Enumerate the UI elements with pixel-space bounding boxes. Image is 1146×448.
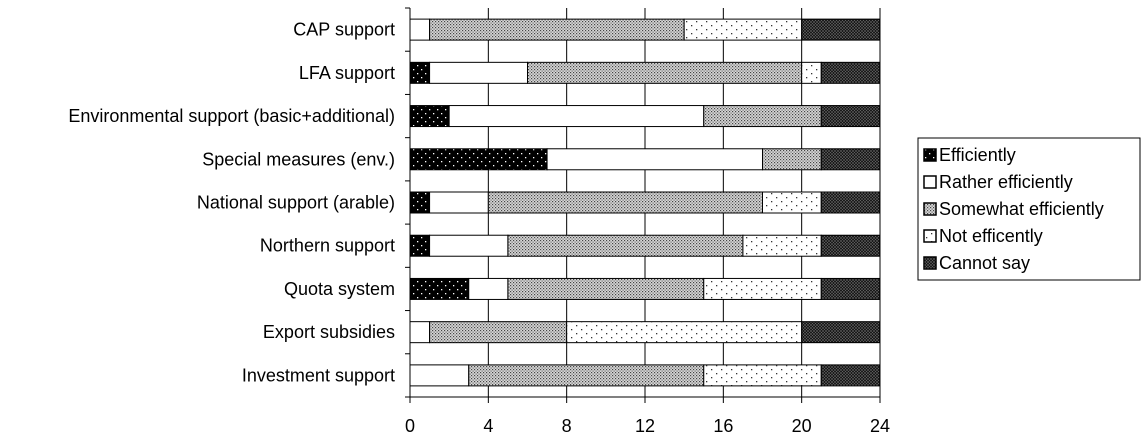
category-label-cap-support: CAP support (293, 20, 395, 40)
tick-labels: 0 4 8 12 16 20 24 (405, 416, 890, 436)
bar-northern-support-efficiently (409, 234, 431, 257)
legend-swatch-not-efficently (923, 229, 937, 243)
x-tick-label-12: 12 (635, 416, 655, 436)
legend-swatch-somewhat-efficiently (923, 202, 937, 216)
bar-lfa-support-efficiently (409, 61, 431, 84)
x-tick-label-16: 16 (713, 416, 733, 436)
bar-environmental-support-basic-additional-cannot-say (820, 105, 881, 128)
axes (405, 7, 881, 403)
bar-national-support-arable-rather-efficiently (429, 191, 489, 214)
bar-quota-system-rather-efficiently (468, 277, 509, 300)
bar-cap-support-not-efficently (683, 18, 803, 41)
x-tick-label-4: 4 (483, 416, 493, 436)
bar-northern-support-somewhat-efficiently (507, 234, 744, 257)
bar-export-subsidies-somewhat-efficiently (429, 321, 568, 344)
bar-lfa-support-cannot-say (820, 61, 881, 84)
x-tick-label-20: 20 (792, 416, 812, 436)
legend: Efficiently Rather efficiently Somewhat ef… (917, 137, 1141, 281)
category-label-export-subsidies: Export subsidies (263, 322, 395, 342)
legend-label-cannot-say: Cannot say (939, 253, 1030, 273)
bar-national-support-arable-cannot-say (820, 191, 881, 214)
bar-investment-support-rather-efficiently (409, 364, 470, 387)
bar-northern-support-cannot-say (820, 234, 881, 257)
legend-label-not-efficently: Not efficently (939, 226, 1043, 246)
bar-lfa-support-rather-efficiently (429, 61, 529, 84)
category-label-national-support-arable: National support (arable) (197, 193, 395, 213)
bar-northern-support-not-efficently (742, 234, 822, 257)
legend-label-rather-efficiently: Rather efficiently (939, 172, 1073, 192)
legend-label-somewhat-efficiently: Somewhat efficiently (939, 199, 1104, 219)
category-label-lfa-support: LFA support (299, 63, 395, 83)
bars (409, 18, 881, 387)
bar-lfa-support-somewhat-efficiently (527, 61, 803, 84)
bar-special-measures-env-rather-efficiently (546, 148, 763, 171)
legend-swatch-rather-efficiently (923, 175, 937, 189)
bar-cap-support-rather-efficiently (409, 18, 431, 41)
bar-investment-support-not-efficently (703, 364, 822, 387)
bar-export-subsidies-not-efficently (566, 321, 803, 344)
bar-special-measures-env-efficiently (409, 148, 548, 171)
legend-box (917, 137, 1141, 281)
bar-northern-support-rather-efficiently (429, 234, 509, 257)
legend-swatch-cannot-say (923, 256, 937, 270)
bar-lfa-support-not-efficently (801, 61, 822, 84)
bar-special-measures-env-somewhat-efficiently (762, 148, 822, 171)
category-label-special-measures-env: Special measures (env.) (202, 149, 395, 169)
bar-investment-support-somewhat-efficiently (468, 364, 705, 387)
legend-label-efficiently: Efficiently (939, 145, 1016, 165)
x-tick-label-24: 24 (870, 416, 890, 436)
bar-export-subsidies-rather-efficiently (409, 321, 431, 344)
bar-special-measures-env-cannot-say (820, 148, 881, 171)
bar-quota-system-efficiently (409, 277, 470, 300)
category-label-environmental-support-basic-additional: Environmental support (basic+additional) (68, 106, 395, 126)
category-label-northern-support: Northern support (260, 236, 395, 256)
category-label-investment-support: Investment support (242, 365, 395, 385)
bar-cap-support-cannot-say (801, 18, 881, 41)
category-label-quota-system: Quota system (284, 279, 395, 299)
x-tick-label-8: 8 (562, 416, 572, 436)
bar-national-support-arable-not-efficently (762, 191, 822, 214)
bar-quota-system-cannot-say (820, 277, 881, 300)
bar-national-support-arable-efficiently (409, 191, 431, 214)
bar-national-support-arable-somewhat-efficiently (487, 191, 763, 214)
bar-environmental-support-basic-additional-efficiently (409, 105, 450, 128)
legend-swatch-efficiently (923, 148, 937, 162)
bar-cap-support-somewhat-efficiently (429, 18, 685, 41)
bar-quota-system-not-efficently (703, 277, 822, 300)
category-labels: CAP support LFA support Environmental supp… (68, 20, 395, 386)
bar-export-subsidies-cannot-say (801, 321, 881, 344)
bar-quota-system-somewhat-efficiently (507, 277, 705, 300)
x-tick-label-0: 0 (405, 416, 415, 436)
bar-environmental-support-basic-additional-somewhat-efficiently (703, 105, 822, 128)
bar-investment-support-cannot-say (820, 364, 881, 387)
bar-environmental-support-basic-additional-rather-efficiently (448, 105, 705, 128)
